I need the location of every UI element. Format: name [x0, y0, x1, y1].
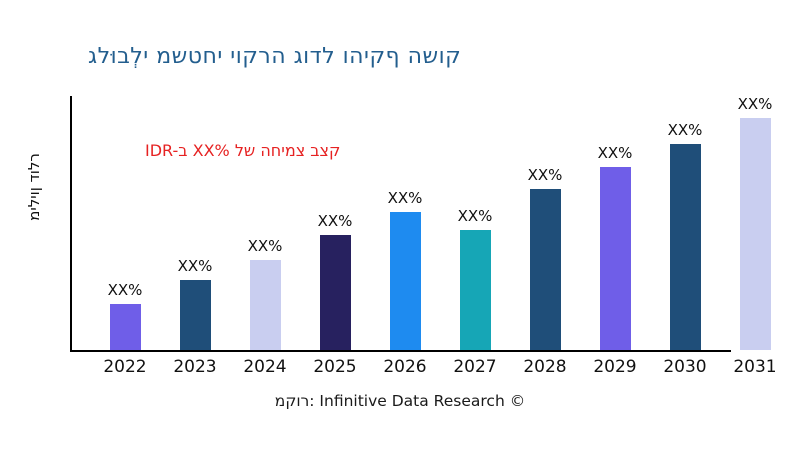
x-tick-label-2029: 2029	[593, 357, 637, 377]
y-axis-label: מיליון דולר	[25, 153, 43, 221]
bar-2028	[529, 189, 561, 350]
bar-value-label-2030: XX%	[667, 121, 703, 139]
bar-2023	[179, 280, 211, 350]
bar-value-label-2022: XX%	[107, 281, 143, 299]
bar-value-label-2031: XX%	[737, 95, 773, 113]
bar-2030	[669, 144, 701, 350]
bar-2022	[109, 304, 141, 350]
bar-value-label-2029: XX%	[597, 144, 633, 162]
bar-2026	[389, 212, 421, 350]
x-tick-label-2027: 2027	[453, 357, 497, 377]
source-caption: מקור: Infinitive Data Research ©	[274, 392, 526, 410]
chart-title: גלוּבלְי משטחי יוקרה גודל והיקף השוק	[88, 44, 462, 69]
bar-value-label-2027: XX%	[457, 207, 493, 225]
bar-2031	[739, 118, 771, 350]
bar-value-label-2024: XX%	[247, 237, 283, 255]
bar-2025	[319, 235, 351, 350]
growth-rate-annotation: IDR-ב XX% לש החימצ בצק	[145, 141, 341, 160]
bar-2024	[249, 260, 281, 350]
x-tick-label-2026: 2026	[383, 357, 427, 377]
x-tick-label-2023: 2023	[173, 357, 217, 377]
x-tick-label-2030: 2030	[663, 357, 707, 377]
bar-value-label-2025: XX%	[317, 212, 353, 230]
x-axis-spine	[70, 350, 731, 352]
y-axis-spine	[70, 96, 72, 352]
bar-2029	[599, 167, 631, 350]
x-tick-label-2025: 2025	[313, 357, 357, 377]
x-tick-label-2024: 2024	[243, 357, 287, 377]
x-tick-label-2031: 2031	[733, 357, 777, 377]
x-tick-label-2028: 2028	[523, 357, 567, 377]
bar-value-label-2026: XX%	[387, 189, 423, 207]
x-tick-label-2022: 2022	[103, 357, 147, 377]
bar-2027	[459, 230, 491, 350]
bar-value-label-2028: XX%	[527, 166, 563, 184]
bar-value-label-2023: XX%	[177, 257, 213, 275]
